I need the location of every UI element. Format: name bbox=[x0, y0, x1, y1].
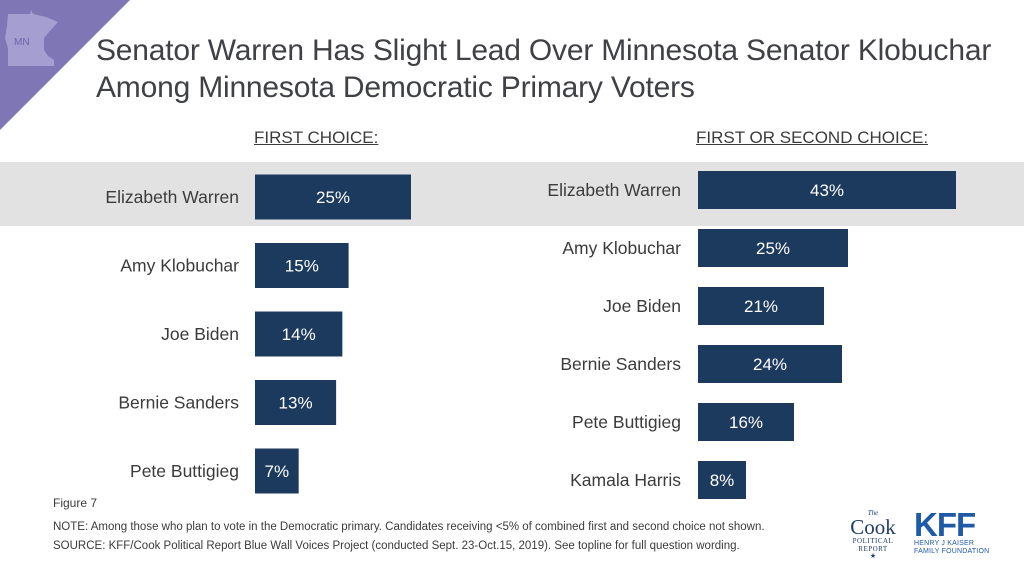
first-or-second-value-label: 8% bbox=[710, 471, 735, 490]
first-choice-value-label: 13% bbox=[279, 394, 313, 413]
first-or-second-bar bbox=[698, 461, 746, 499]
minnesota-corner-badge: MN bbox=[0, 0, 130, 130]
figure-label: Figure 7 bbox=[53, 496, 98, 510]
first-choice-category-label: Joe Biden bbox=[161, 324, 239, 344]
first-or-second-category-label: Bernie Sanders bbox=[560, 354, 681, 374]
first-choice-category-label: Elizabeth Warren bbox=[105, 187, 239, 207]
first-choice-bar bbox=[255, 380, 337, 425]
first-choice-bar bbox=[255, 243, 349, 288]
first-choice-bar bbox=[255, 174, 411, 220]
first-or-second-category-label: Pete Buttigieg bbox=[572, 412, 681, 432]
first-choice-row: Elizabeth Warren 25% bbox=[105, 174, 411, 220]
minnesota-state-icon bbox=[5, 10, 58, 66]
first-choice-category-label: Pete Buttigieg bbox=[130, 461, 239, 481]
star-icon: ★ bbox=[869, 552, 877, 560]
first-choice-row: Bernie Sanders 13% bbox=[118, 380, 337, 425]
first-or-second-bar bbox=[698, 345, 842, 383]
first-choice-category-label: Amy Klobuchar bbox=[120, 256, 239, 276]
first-or-second-category-label: Kamala Harris bbox=[570, 470, 681, 490]
first-or-second-bar bbox=[698, 171, 956, 209]
first-or-second-value-label: 16% bbox=[729, 413, 763, 432]
first-choice-row: Joe Biden 14% bbox=[161, 311, 343, 357]
note-text: NOTE: Among those who plan to vote in th… bbox=[53, 521, 765, 533]
first-choice-bar bbox=[255, 448, 299, 494]
first-or-second-row: Amy Klobuchar 25% bbox=[562, 229, 848, 267]
first-or-second-bar bbox=[698, 229, 848, 267]
first-choice-value-label: 7% bbox=[265, 462, 290, 481]
source-text: SOURCE: KFF/Cook Political Report Blue W… bbox=[53, 540, 740, 552]
state-label: MN bbox=[14, 37, 30, 48]
first-or-second-row: Kamala Harris 8% bbox=[570, 461, 746, 499]
cook-political-report-logo: The Cook POLITICAL REPORT ★ bbox=[842, 510, 904, 560]
first-choice-value-label: 14% bbox=[282, 325, 316, 344]
first-or-second-value-label: 24% bbox=[753, 355, 787, 374]
first-choice-value-label: 25% bbox=[316, 188, 350, 207]
first-or-second-row: Bernie Sanders 24% bbox=[560, 345, 842, 383]
page-title: Senator Warren Has Slight Lead Over Minn… bbox=[96, 34, 992, 104]
first-or-second-value-label: 21% bbox=[744, 297, 778, 316]
kff-logo: KFF HENRY J KAISER FAMILY FOUNDATION bbox=[914, 506, 990, 555]
first-or-second-category-label: Elizabeth Warren bbox=[547, 180, 681, 200]
first-choice-row: Amy Klobuchar 15% bbox=[120, 243, 349, 288]
chart-heading-first-choice: FIRST CHOICE: bbox=[254, 128, 379, 147]
first-or-second-value-label: 43% bbox=[810, 181, 844, 200]
first-or-second-row: Pete Buttigieg 16% bbox=[572, 403, 794, 441]
first-or-second-category-label: Joe Biden bbox=[603, 296, 681, 316]
first-or-second-value-label: 25% bbox=[756, 239, 790, 258]
first-or-second-category-label: Amy Klobuchar bbox=[562, 238, 681, 258]
first-choice-row: Pete Buttigieg 7% bbox=[130, 448, 299, 494]
first-choice-bar bbox=[255, 311, 343, 357]
first-or-second-bar bbox=[698, 403, 794, 441]
first-or-second-bar bbox=[698, 287, 824, 325]
chart-heading-first-or-second-choice: FIRST OR SECOND CHOICE: bbox=[696, 128, 929, 147]
first-choice-category-label: Bernie Sanders bbox=[118, 393, 239, 413]
first-or-second-row: Joe Biden 21% bbox=[603, 287, 824, 325]
first-choice-value-label: 15% bbox=[285, 257, 319, 276]
first-or-second-row: Elizabeth Warren 43% bbox=[547, 171, 956, 209]
